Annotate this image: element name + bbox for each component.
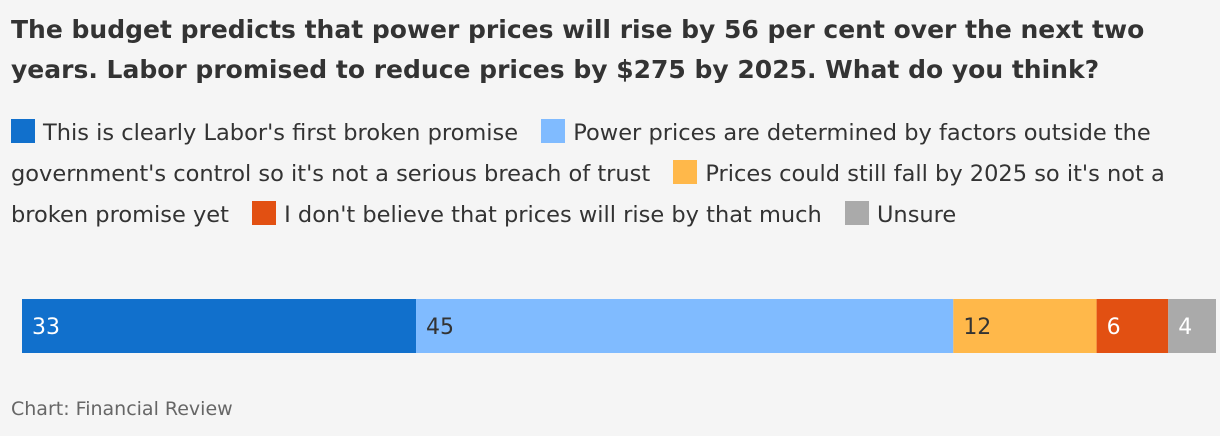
legend-swatch-dont-believe [252,201,277,225]
bar-segment-broken-promise [22,299,417,353]
legend-label-could-still-fall: Prices could still fall by 2025 so it's … [11,161,1165,228]
legend-item-unsure: Unsure [844,201,957,228]
chart-source: Chart: Financial Review [11,398,233,420]
legend-item-broken-promise: This is clearly Labor's first broken pro… [11,119,519,146]
legend-item-dont-believe: I don't believe that prices will rise by… [252,201,822,228]
bar-segment-dont-believe [1096,299,1169,353]
legend-swatch-outside-control [541,119,566,143]
legend-label-dont-believe: I don't believe that prices will rise by… [284,202,822,228]
data-label-unsure: 4 [1178,315,1192,340]
data-label-dont-believe: 6 [1107,315,1121,340]
bar-segment-outside-control [416,299,954,353]
data-label-outside-control: 45 [426,315,454,340]
bar-segment-could-still-fall [953,299,1097,353]
legend-swatch-broken-promise [11,119,35,143]
chart-title: The budget predicts that power prices wi… [11,15,1145,84]
legend-item-could-still-fall: Prices could still fall by 2025 so it's … [11,160,1165,228]
data-label-broken-promise: 33 [32,315,60,340]
legend-item-outside-control: Power prices are determined by factors o… [11,119,1151,187]
legend: This is clearly Labor's first broken pro… [11,113,1211,236]
legend-swatch-unsure [844,201,869,225]
legend-label-unsure: Unsure [876,202,957,228]
bar-segment-unsure [1168,299,1216,353]
legend-swatch-could-still-fall [673,160,698,184]
legend-label-outside-control: Power prices are determined by factors o… [11,120,1151,187]
legend-label-broken-promise: This is clearly Labor's first broken pro… [43,120,519,146]
data-label-could-still-fall: 12 [963,315,991,340]
